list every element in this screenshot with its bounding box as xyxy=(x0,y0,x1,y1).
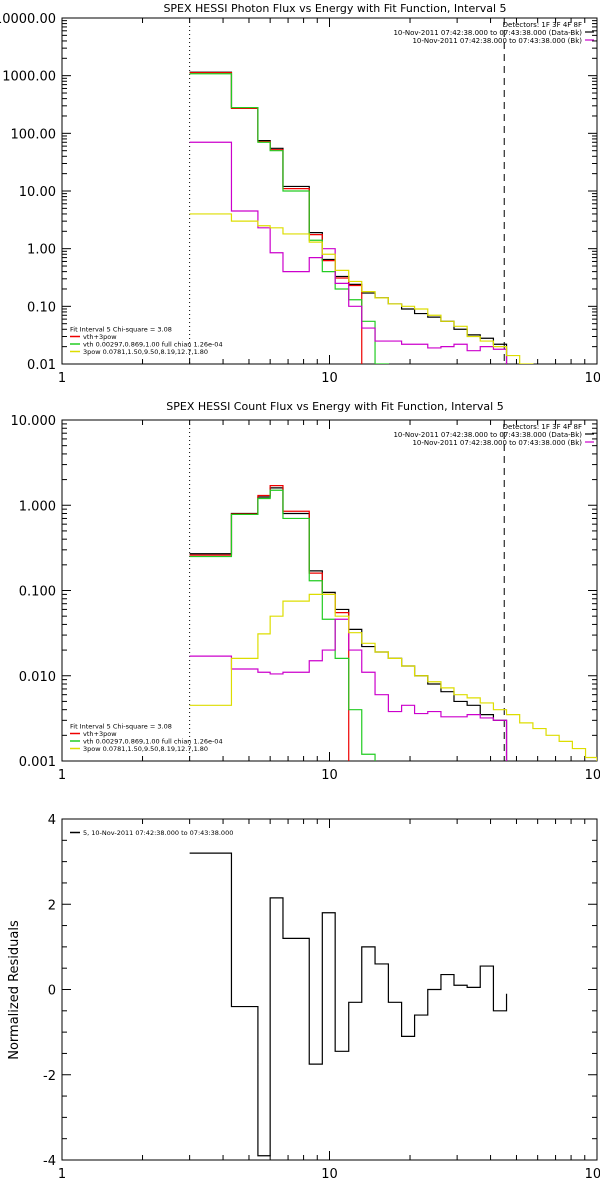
series-step-line xyxy=(189,487,508,761)
legend-entry: vth 0.00297,0.869,1.00 full chian 1.26e-… xyxy=(83,341,223,349)
x-tick-label: 100 xyxy=(585,1167,600,1182)
series-step-line xyxy=(189,593,597,761)
photon-flux-panel: SPEX HESSI Photon Flux vs Energy with Fi… xyxy=(0,2,600,386)
series-step-line xyxy=(189,213,534,364)
header-info-text: Detectors: 1F 3F 4F 8F xyxy=(503,423,582,431)
y-tick-label: 100.00 xyxy=(11,127,57,142)
residuals-panel: Normalized Residuals 1 10 100 -4 -2 0 2 4 5, 10-… xyxy=(7,813,600,1182)
legend-entry: vth+3pow xyxy=(83,333,117,341)
plot-frame xyxy=(61,818,598,1161)
header-info-text: 10-Nov-2011 07:42:38.000 to 07:43:38.000… xyxy=(412,37,582,45)
x-tick-label: 100 xyxy=(585,371,600,386)
y-tick-label: 4 xyxy=(48,813,56,828)
y-tick-label: 0.01 xyxy=(27,358,56,373)
legend-entry: 5, 10-Nov-2011 07:42:38.000 to 07:43:38.… xyxy=(83,829,233,837)
y-tick-label: 10000.00 xyxy=(0,12,56,27)
x-tick-label: 1 xyxy=(58,768,66,783)
y-tick-label: 0.100 xyxy=(19,585,56,600)
y-tick-label: 0.010 xyxy=(19,670,56,685)
residuals-ylabel: Normalized Residuals xyxy=(7,920,22,1060)
header-info-text: 10-Nov-2011 07:42:38.000 to 07:43:38.000… xyxy=(412,439,582,447)
x-tick-label: 1 xyxy=(58,371,66,386)
y-tick-label: 0.10 xyxy=(27,300,56,315)
legend-entry: 3pow 0.0781,1.50,9.50,8.19,12.7,1.80 xyxy=(83,745,208,753)
legend-entry: 3pow 0.0781,1.50,9.50,8.19,12.7,1.80 xyxy=(83,348,208,356)
x-tick-label: 1 xyxy=(58,1167,66,1182)
y-tick-label: 1.00 xyxy=(27,243,56,258)
y-tick-label: -4 xyxy=(43,1154,56,1169)
x-tick-label: 10 xyxy=(321,768,338,783)
plot-frame xyxy=(61,17,598,365)
y-tick-label: 10.00 xyxy=(19,185,56,200)
series-step-line xyxy=(189,141,508,364)
y-tick-label: 1.000 xyxy=(19,499,56,514)
y-tick-label: 1000.00 xyxy=(2,70,56,85)
legend-title: Fit Interval 5 Chi-square = 3.08 xyxy=(70,326,172,334)
y-tick-label: 0.001 xyxy=(19,755,56,770)
legend-entry: vth 0.00297,0.869,1.00 full chian 1.26e-… xyxy=(83,738,223,746)
x-tick-label: 100 xyxy=(585,768,600,783)
plot-frame xyxy=(61,419,598,762)
y-tick-label: 0 xyxy=(48,984,56,999)
series-step-line xyxy=(189,71,508,364)
series-step-line xyxy=(189,489,376,761)
y-tick-label: 10.000 xyxy=(11,414,57,429)
series-step-line xyxy=(189,852,508,1157)
y-tick-label: -2 xyxy=(43,1069,56,1084)
count-flux-title: SPEX HESSI Count Flux vs Energy with Fit… xyxy=(166,400,503,413)
legend-title: Fit Interval 5 Chi-square = 3.08 xyxy=(70,723,172,731)
x-tick-label: 10 xyxy=(321,1167,338,1182)
header-info-text: Detectors: 1F 3F 4F 8F xyxy=(503,21,582,29)
photon-flux-title: SPEX HESSI Photon Flux vs Energy with Fi… xyxy=(163,2,506,15)
legend-entry: vth+3pow xyxy=(83,730,117,738)
count-flux-panel: SPEX HESSI Count Flux vs Energy with Fit… xyxy=(11,400,600,783)
series-step-line xyxy=(189,73,389,364)
header-info-text: 10-Nov-2011 07:42:38.000 to 07:43:38.000… xyxy=(393,431,582,439)
series-step-line xyxy=(189,618,508,761)
x-tick-label: 10 xyxy=(321,371,338,386)
y-tick-label: 2 xyxy=(48,898,56,913)
header-info-text: 10-Nov-2011 07:42:38.000 to 07:43:38.000… xyxy=(393,29,582,37)
